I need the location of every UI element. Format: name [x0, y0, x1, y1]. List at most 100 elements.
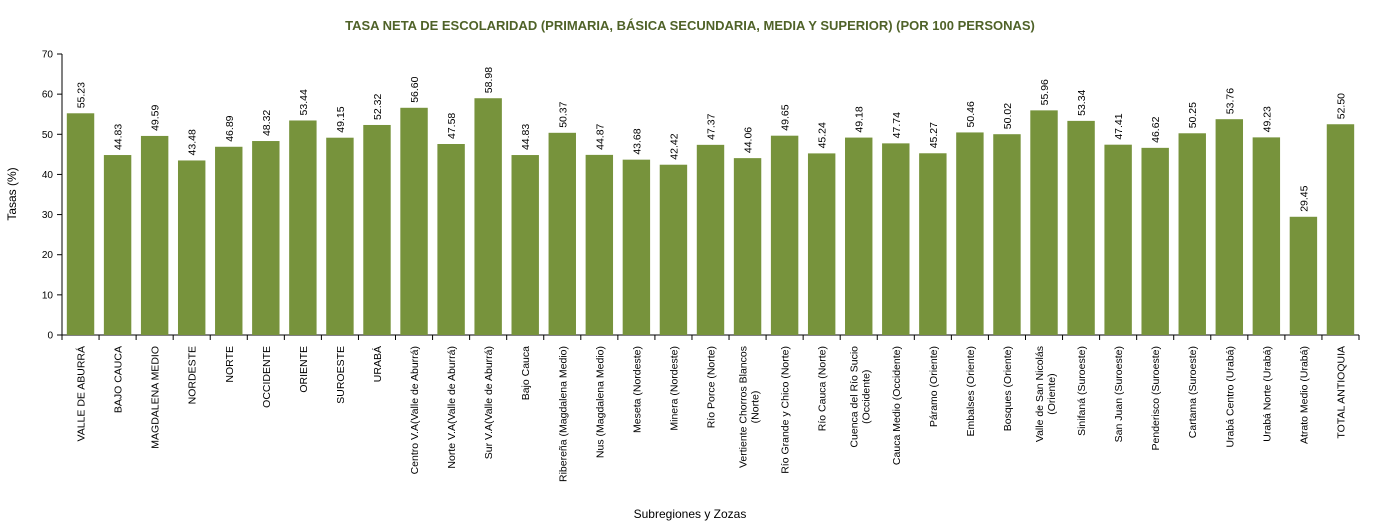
bar — [1252, 137, 1281, 335]
category-label: Río Grande y Chico (Norte) — [780, 346, 792, 474]
bar — [103, 155, 132, 335]
bar — [1030, 110, 1058, 336]
category-label: SUROESTE — [335, 346, 347, 404]
data-label: 50.25 — [1187, 102, 1199, 128]
bar — [733, 158, 762, 335]
data-label: 55.23 — [76, 82, 88, 108]
y-tick-label: 40 — [42, 170, 54, 181]
data-label: 29.45 — [1298, 185, 1310, 211]
category-label: Cuenca del Río Sucio(Occidente) — [849, 346, 873, 448]
category-label: Embalses (Oriente) — [965, 346, 977, 436]
data-label: 49.59 — [150, 104, 162, 130]
category-label-line: Río Cauca (Norte) — [817, 346, 829, 431]
bar — [845, 137, 873, 335]
y-tick-label: 70 — [42, 50, 54, 61]
category-label-line: OCCIDENTE — [261, 346, 273, 408]
data-label: 48.32 — [261, 110, 273, 136]
category-label-line: Bosques (Oriente) — [1002, 346, 1014, 431]
category-label: MAGDALENA MEDIO — [150, 346, 162, 449]
bar — [1104, 144, 1132, 335]
bar — [1326, 124, 1355, 335]
bar — [215, 146, 243, 335]
x-axis — [61, 334, 1360, 340]
y-tick-label: 50 — [42, 130, 54, 141]
category-label-line: San Juan (Suroeste) — [1113, 346, 1125, 442]
data-label: 49.18 — [854, 106, 866, 132]
category-label-line: Urabá Norte (Urabá) — [1261, 346, 1273, 442]
data-label: 53.76 — [1224, 88, 1236, 114]
bar — [548, 132, 576, 335]
bar — [66, 113, 95, 335]
bar — [622, 159, 651, 335]
bar — [363, 124, 391, 336]
category-label-line: SUROESTE — [335, 346, 347, 404]
data-label: 49.65 — [780, 104, 792, 130]
data-label: 58.98 — [483, 67, 495, 93]
bar — [511, 155, 539, 335]
bar — [177, 160, 206, 335]
category-label-line: VALLE DE ABURRÁ — [75, 346, 88, 442]
data-label: 43.48 — [187, 129, 199, 155]
category-label-line: Norte V.A(Valle de Aburrá) — [446, 346, 458, 469]
category-label: Norte V.A(Valle de Aburrá) — [446, 346, 458, 469]
category-label: Urabá Norte (Urabá) — [1261, 346, 1273, 442]
category-label-line: Penderisco (Suroeste) — [1150, 346, 1162, 450]
data-label: 44.87 — [594, 123, 606, 149]
bar — [993, 134, 1021, 335]
category-label-line: URABÁ — [371, 346, 384, 382]
bar — [807, 153, 836, 335]
bar — [1141, 147, 1169, 335]
category-label: Centro V.A(Valle de Aburrá) — [409, 346, 421, 474]
data-label: 45.27 — [928, 122, 940, 148]
bar — [1067, 120, 1095, 336]
category-label: Sinifaná (Suroeste) — [1076, 346, 1088, 436]
data-label: 50.46 — [965, 101, 977, 127]
category-label: NORDESTE — [187, 346, 199, 404]
data-label: 53.34 — [1076, 89, 1088, 115]
category-label-line: Vertiente Chorros Blancos — [738, 346, 750, 468]
bar — [659, 164, 688, 335]
category-label: Penderisco (Suroeste) — [1150, 346, 1162, 450]
data-label: 44.06 — [743, 127, 755, 153]
category-label: Cauca Medio (Occidente) — [891, 346, 903, 465]
bar — [696, 144, 725, 335]
category-label-line: (Oriente) — [1046, 373, 1058, 414]
category-label-line: Bajo Cauca — [520, 346, 532, 400]
category-label-line: TOTAL ANTIOQUIA — [1335, 346, 1347, 439]
category-label-line: Meseta (Nordeste) — [631, 346, 643, 433]
bar — [326, 137, 354, 335]
category-label: Río Cauca (Norte) — [817, 346, 829, 431]
category-label: Minera (Nordeste) — [668, 346, 680, 431]
y-tick-label: 60 — [42, 90, 54, 101]
category-label: URABÁ — [371, 346, 384, 382]
data-label: 42.42 — [668, 133, 680, 159]
category-label: BAJO CAUCA — [113, 346, 125, 413]
category-label: Bajo Cauca — [520, 346, 532, 400]
category-label: OCCIDENTE — [261, 346, 273, 408]
data-label: 50.02 — [1002, 103, 1014, 129]
y-tick-label: 20 — [42, 250, 54, 261]
bar — [474, 98, 502, 335]
bar — [585, 154, 614, 335]
chart-title: TASA NETA DE ESCOLARIDAD (PRIMARIA, BÁSI… — [345, 18, 1035, 33]
category-label: Nus (Magdalena Medio) — [594, 346, 606, 458]
data-label: 46.62 — [1150, 116, 1162, 142]
category-label-line: NORDESTE — [187, 346, 199, 404]
category-label: Bosques (Oriente) — [1002, 346, 1014, 431]
category-label: VALLE DE ABURRÁ — [75, 346, 88, 442]
data-label: 43.68 — [631, 128, 643, 154]
category-label: Sur V.A(Valle de Aburrá) — [483, 346, 495, 459]
category-label-line: (Occidente) — [861, 370, 873, 424]
data-label: 47.58 — [446, 113, 458, 139]
category-label-line: (Norte) — [750, 391, 762, 424]
category-label-line: Atrato Medio (Urabá) — [1298, 346, 1310, 444]
bar — [1178, 133, 1206, 335]
data-label: 49.15 — [335, 106, 347, 132]
data-label: 44.83 — [113, 124, 125, 150]
y-axis: 0 10 20 30 40 50 60 70 — [42, 50, 63, 342]
bar — [437, 144, 465, 335]
category-label-line: Río Porce (Norte) — [706, 346, 718, 428]
category-label-line: NORTE — [224, 346, 236, 383]
category-label: Páramo (Oriente) — [928, 346, 940, 427]
